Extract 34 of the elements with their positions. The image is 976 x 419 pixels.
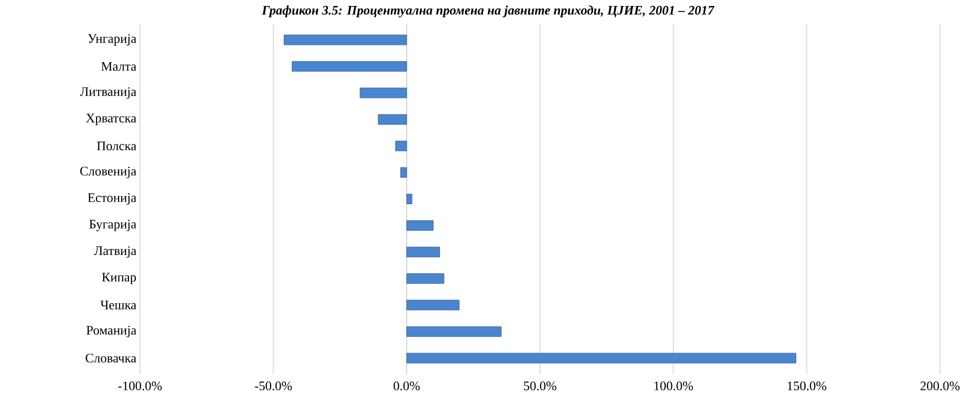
y-tick-label: Бугарија xyxy=(89,220,136,232)
y-tick-label: Хрватска xyxy=(86,114,136,126)
bar xyxy=(360,88,407,98)
bar xyxy=(395,140,407,152)
bar xyxy=(284,34,407,46)
bar xyxy=(406,273,444,284)
bar xyxy=(406,246,440,258)
bar xyxy=(406,352,796,364)
bar xyxy=(378,114,407,125)
y-tick-label: Естонија xyxy=(88,193,136,205)
x-tick-label: -100.0% xyxy=(118,382,162,390)
y-tick-label: Чешка xyxy=(100,300,136,310)
y-tick-label: Кипар xyxy=(102,272,136,284)
y-tick-label: Литванија xyxy=(80,87,136,99)
chart-title: Графикон 3.5: Процентуална промена на јавните приходи, ЦЈИЕ, 2001 – 2017 xyxy=(262,6,715,18)
bar xyxy=(406,194,412,204)
x-tick-label: 200.0% xyxy=(920,382,960,390)
x-tick-label: 150.0% xyxy=(788,382,826,390)
y-tick-label: Романија xyxy=(86,326,136,338)
x-tick-label: 50.0% xyxy=(524,382,556,390)
y-tick-label: Словенија xyxy=(80,166,136,178)
y-tick-label: Латвија xyxy=(94,246,136,258)
y-tick-label: Полска xyxy=(96,142,136,150)
x-tick-label: -50.0% xyxy=(254,382,292,390)
bar xyxy=(406,300,460,310)
x-tick-label: 0.0% xyxy=(394,382,420,390)
y-tick-label: Малта xyxy=(101,62,136,71)
bar xyxy=(406,326,502,337)
y-tick-label: Унгарија xyxy=(88,34,136,46)
x-tick-label: 100.0% xyxy=(654,382,693,390)
y-tick-label: Словачка xyxy=(86,354,136,362)
bar xyxy=(406,220,434,231)
bar xyxy=(292,61,407,72)
bar xyxy=(400,167,407,178)
